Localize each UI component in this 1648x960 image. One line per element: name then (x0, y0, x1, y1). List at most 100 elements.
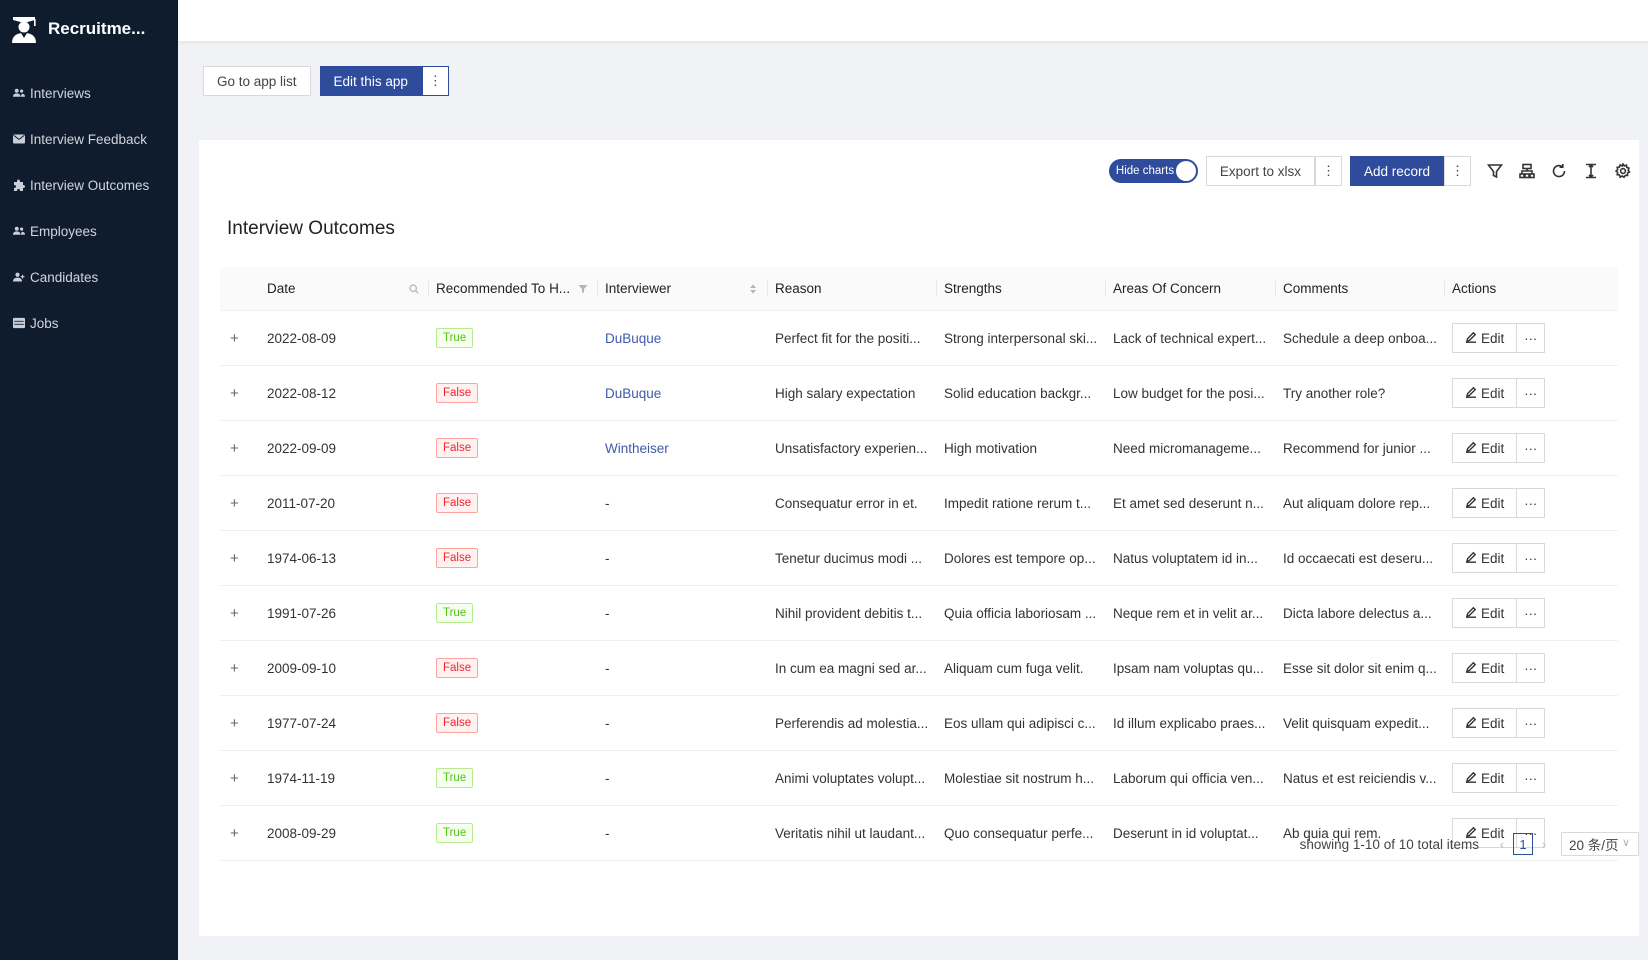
edit-app-more-button[interactable]: ⋮ (421, 66, 449, 96)
cell-interviewer[interactable]: DuBuque (605, 385, 662, 401)
table-row: +1974-11-19 True - Animi voluptates volupt.… (220, 751, 1618, 806)
expand-row-icon[interactable]: + (230, 384, 239, 402)
edit-row-button[interactable]: Edit (1452, 323, 1518, 353)
cell-comments: Schedule a deep onboa... (1283, 330, 1437, 346)
row-more-button[interactable]: ··· (1517, 763, 1546, 793)
edit-label: Edit (1481, 330, 1505, 346)
cell-reason: Perferendis ad molestia... (775, 715, 929, 731)
header-date[interactable]: Date (260, 281, 429, 296)
add-record-more-button[interactable]: ⋮ (1444, 156, 1471, 186)
header-recommended[interactable]: Recommended To H... (429, 281, 598, 296)
toggle-knob (1175, 161, 1196, 181)
row-more-button[interactable]: ··· (1517, 378, 1546, 408)
expand-row-icon[interactable]: + (230, 604, 239, 622)
hide-charts-toggle[interactable]: Hide charts (1108, 159, 1198, 183)
row-more-button[interactable]: ··· (1517, 598, 1546, 628)
sidebar-item-jobs[interactable]: Jobs (0, 300, 178, 346)
cell-actions: Edit ··· (1445, 488, 1618, 518)
row-more-button[interactable]: ··· (1517, 653, 1546, 683)
page-size-select[interactable]: 20 条/页 ∨ (1561, 832, 1639, 856)
sidebar-item-interviews[interactable]: Interviews (0, 70, 178, 116)
cell-recommended: True (429, 603, 598, 623)
expand-row-icon[interactable]: + (230, 494, 239, 512)
page-1-button[interactable]: 1 (1513, 833, 1533, 855)
expand-row-icon[interactable]: + (230, 659, 239, 677)
expand-row-icon[interactable]: + (230, 824, 239, 842)
table-icon (12, 317, 25, 330)
next-page-icon[interactable]: › (1541, 836, 1547, 852)
cell-comments: Dicta labore delectus a... (1283, 605, 1432, 621)
sidebar-item-employees[interactable]: Employees (0, 208, 178, 254)
envelope-icon (12, 133, 25, 146)
edit-this-app-button[interactable]: Edit this app (319, 66, 422, 96)
cell-interviewer[interactable]: DuBuque (605, 330, 662, 346)
cell-strengths: Strong interpersonal ski... (944, 330, 1098, 346)
refresh-icon[interactable] (1543, 156, 1575, 186)
edit-row-button[interactable]: Edit (1452, 378, 1518, 408)
cell-reason: Unsatisfactory experien... (775, 440, 928, 456)
brand[interactable]: Recruitme... (0, 0, 178, 58)
edit-row-button[interactable]: Edit (1452, 543, 1518, 573)
expand-row-icon[interactable]: + (230, 769, 239, 787)
cell-recommended: False (429, 658, 598, 678)
cell-areas-of-concern: Et amet sed deserunt n... (1113, 495, 1264, 511)
edit-row-button[interactable]: Edit (1452, 763, 1518, 793)
chevron-down-icon: ∨ (1621, 837, 1630, 849)
edit-label: Edit (1481, 825, 1505, 841)
cell-recommended: True (429, 823, 598, 843)
pencil-icon (1465, 386, 1481, 401)
sidebar-item-interview-outcomes[interactable]: Interview Outcomes (0, 162, 178, 208)
header-strengths[interactable]: Strengths (937, 281, 1106, 296)
cell-interviewer: - (605, 770, 610, 786)
edit-row-button[interactable]: Edit (1452, 488, 1518, 518)
pencil-icon (1465, 826, 1481, 841)
cell-recommended: False (429, 438, 598, 458)
edit-row-button[interactable]: Edit (1452, 433, 1518, 463)
row-more-button[interactable]: ··· (1517, 543, 1546, 573)
cell-date: 1977-07-24 (267, 715, 337, 731)
cell-interviewer[interactable]: Wintheiser (605, 440, 669, 456)
expand-row-icon[interactable]: + (230, 329, 239, 347)
row-more-button[interactable]: ··· (1517, 488, 1546, 518)
cell-reason: Perfect fit for the positi... (775, 330, 921, 346)
search-icon[interactable] (409, 283, 419, 294)
row-height-icon[interactable] (1575, 156, 1607, 186)
go-to-app-list-button[interactable]: Go to app list (203, 66, 311, 96)
cell-recommended: False (429, 493, 598, 513)
edit-label: Edit (1481, 385, 1505, 401)
spacer (311, 66, 320, 96)
expand-row-icon[interactable]: + (230, 439, 239, 457)
filter-icon[interactable] (1479, 156, 1511, 186)
row-more-button[interactable]: ··· (1517, 323, 1546, 353)
edit-row-button[interactable]: Edit (1452, 818, 1518, 848)
cell-date: 2009-09-10 (267, 660, 337, 676)
edit-row-button[interactable]: Edit (1452, 653, 1518, 683)
expand-row-icon[interactable]: + (230, 714, 239, 732)
sidebar-item-candidates[interactable]: Candidates (0, 254, 178, 300)
prev-page-icon[interactable]: ‹ (1499, 836, 1505, 852)
row-more-button[interactable]: ··· (1517, 433, 1546, 463)
filter-icon[interactable] (578, 284, 588, 294)
cell-recommended: False (429, 383, 598, 403)
users-icon (12, 225, 25, 238)
settings-gear-icon[interactable] (1607, 156, 1639, 186)
add-record-button[interactable]: Add record (1349, 156, 1444, 186)
cell-strengths: Eos ullam qui adipisci c... (944, 715, 1096, 731)
edit-row-button[interactable]: Edit (1452, 598, 1518, 628)
header-comments[interactable]: Comments (1276, 281, 1445, 296)
header-interviewer[interactable]: Interviewer (598, 281, 768, 296)
cell-interviewer: - (605, 825, 610, 841)
header-reason[interactable]: Reason (768, 281, 937, 296)
expand-row-icon[interactable]: + (230, 549, 239, 567)
row-more-button[interactable]: ··· (1517, 708, 1546, 738)
edit-row-button[interactable]: Edit (1452, 708, 1518, 738)
export-xlsx-button[interactable]: Export to xlsx (1205, 156, 1315, 186)
cell-date: 2022-08-09 (267, 330, 337, 346)
export-more-button[interactable]: ⋮ (1314, 156, 1342, 186)
sidebar-item-interview-feedback[interactable]: Interview Feedback (0, 116, 178, 162)
hierarchy-icon[interactable] (1511, 156, 1543, 186)
recommended-badge: False (436, 493, 479, 513)
header-areas-of-concern[interactable]: Areas Of Concern (1106, 281, 1276, 296)
sort-icon[interactable] (748, 284, 758, 294)
table-row: +2009-09-10 False - In cum ea magni sed ar.… (220, 641, 1618, 696)
